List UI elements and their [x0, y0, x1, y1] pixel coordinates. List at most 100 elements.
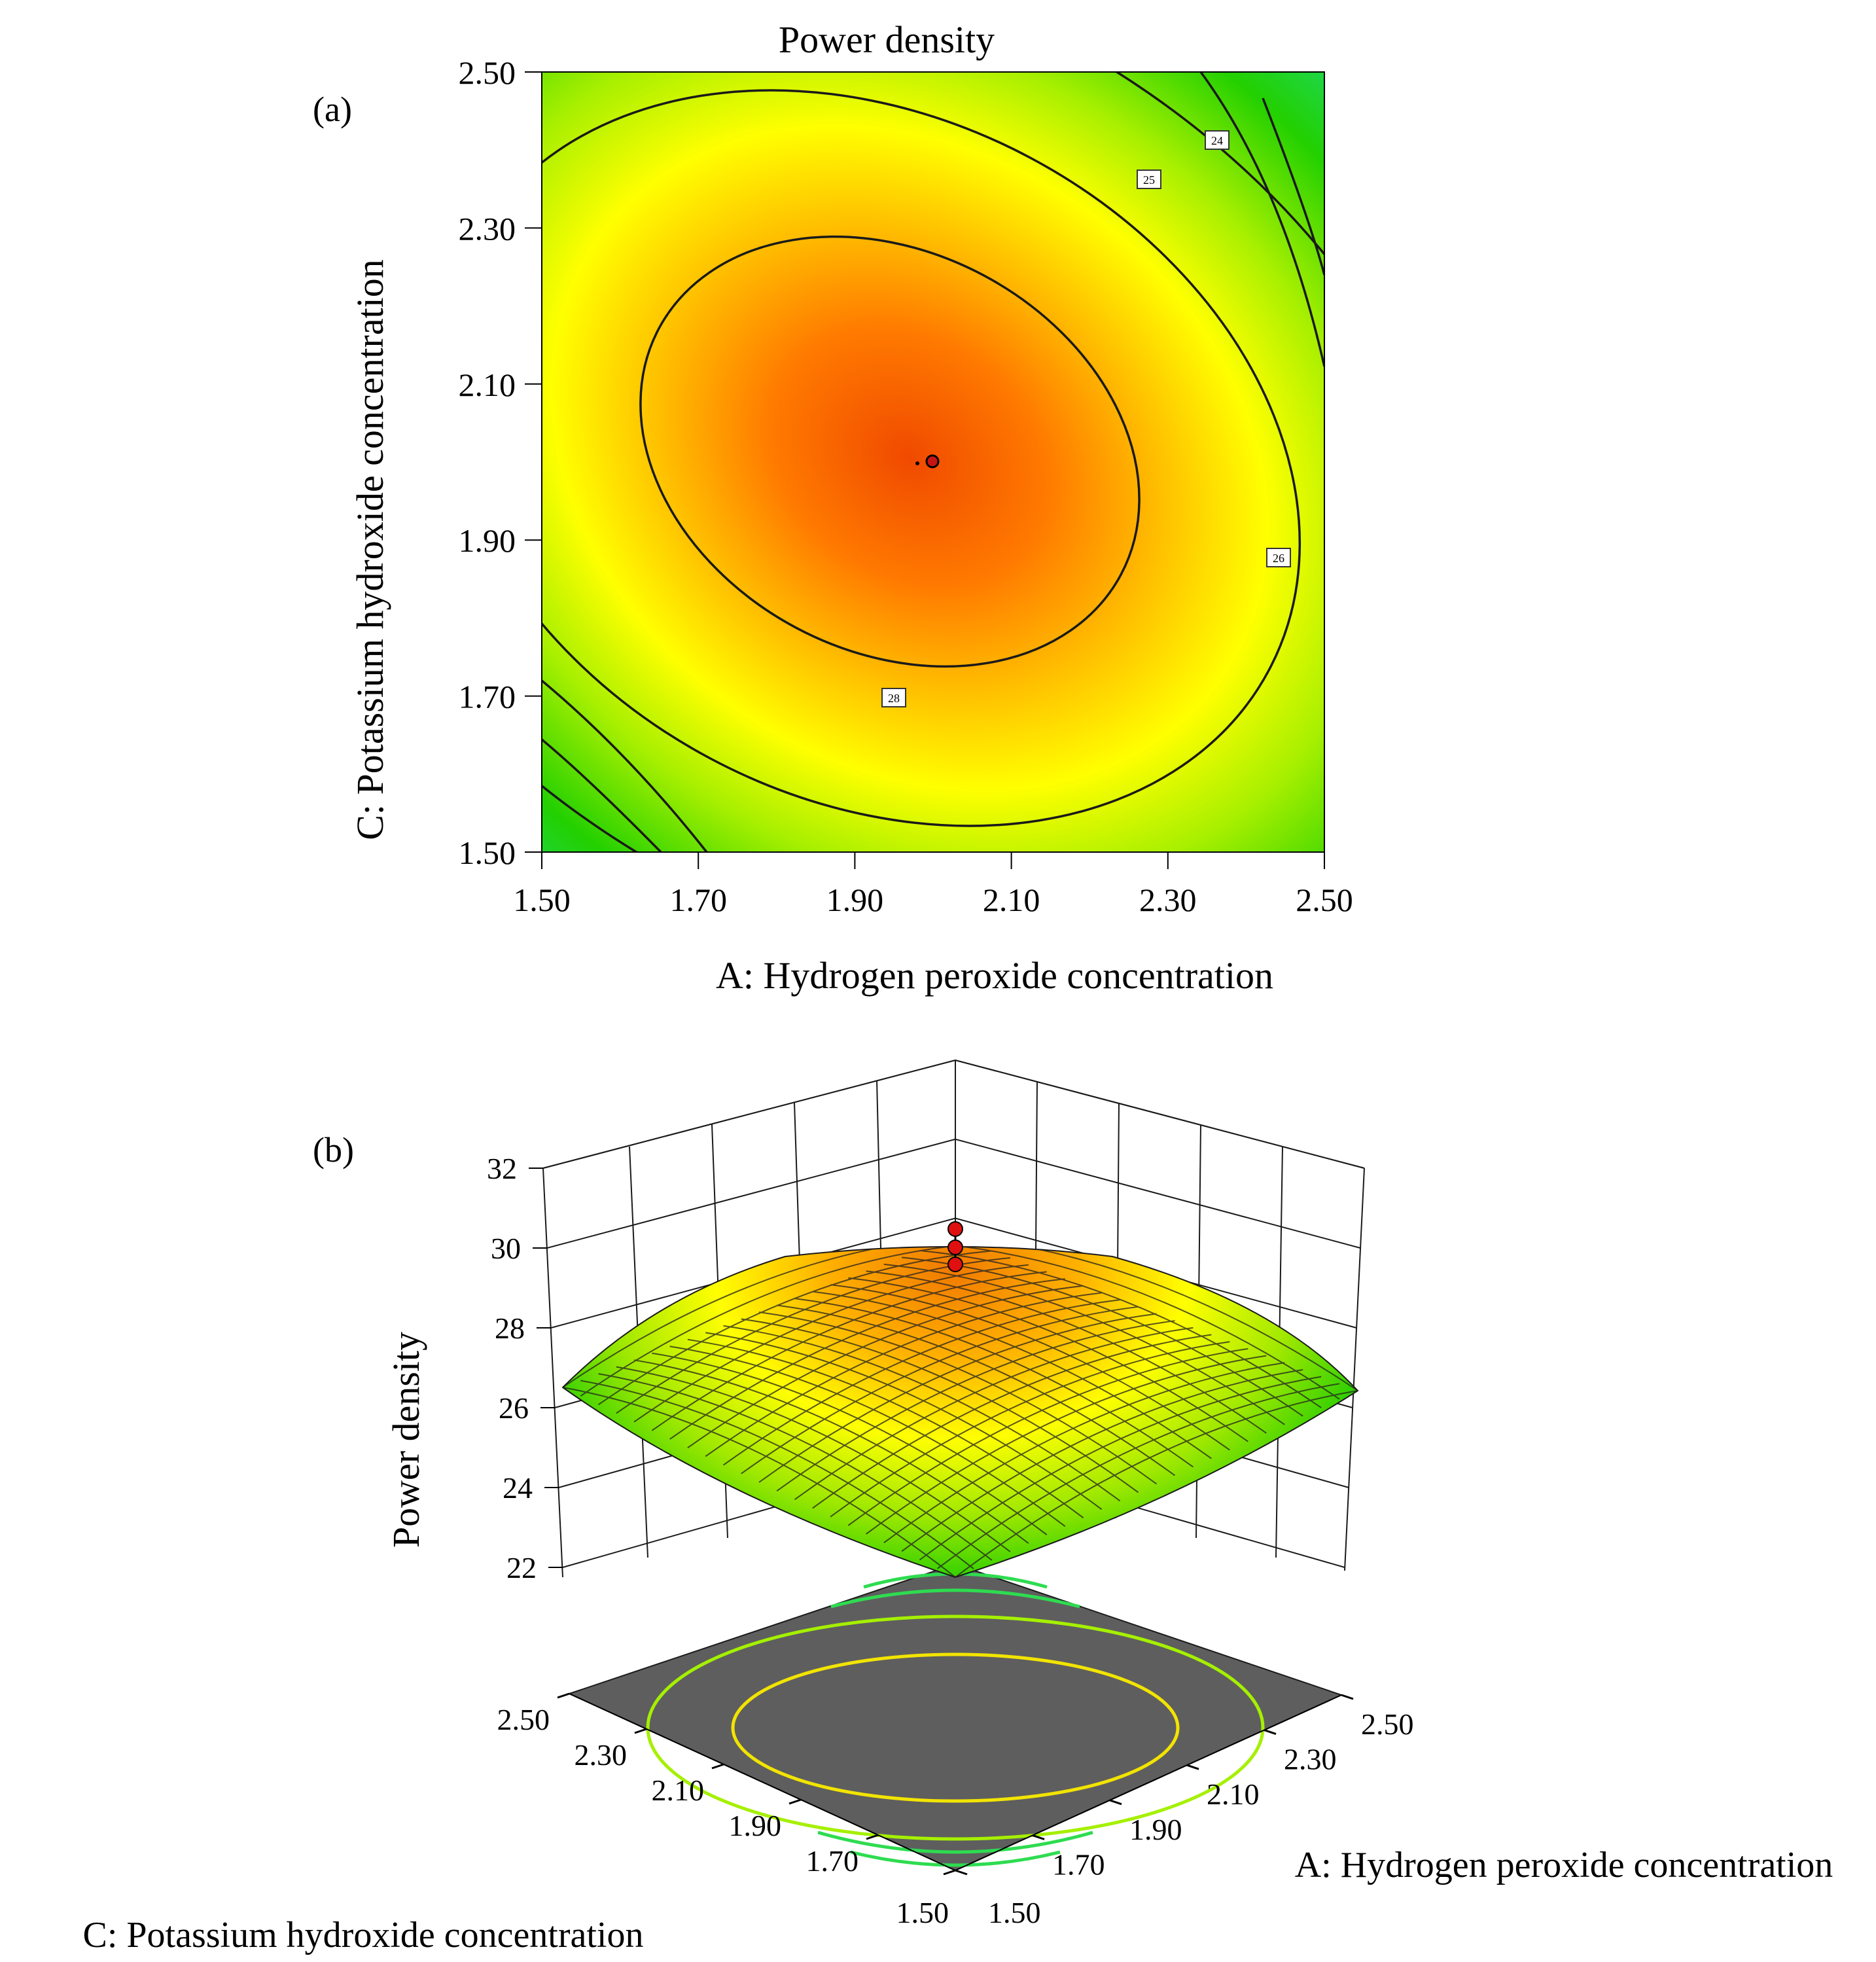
- surface-c-tick-label: 2.10: [652, 1774, 705, 1807]
- surface-mesh-line: [883, 1362, 1285, 1544]
- contour-line-24-lower: [542, 738, 662, 852]
- surface-a-tick-label: 2.50: [1361, 1707, 1414, 1741]
- surface-mesh-line: [669, 1346, 1066, 1527]
- contour-line-26: [542, 89, 1301, 827]
- contour-x-label: A: Hydrogen peroxide concentration: [716, 954, 1273, 997]
- surface-mesh-line: [633, 1359, 1029, 1544]
- surface-a-tick-label: 1.90: [1129, 1813, 1182, 1846]
- svg-text:26: 26: [1273, 552, 1284, 565]
- surface-z-gridline: [546, 1138, 1361, 1249]
- surface-z-tick-label: 24: [503, 1471, 533, 1505]
- surface-mesh-line: [563, 1247, 956, 1388]
- surface-mesh-line: [705, 1332, 1103, 1510]
- contour-line-24-upper: [1262, 98, 1324, 276]
- surface-mesh-line: [633, 1264, 1029, 1423]
- contour-line-28: [639, 235, 1141, 668]
- surface-c-tick: [788, 1798, 802, 1805]
- surface-mesh-line: [901, 1368, 1303, 1552]
- surface-mesh-line: [651, 1271, 1047, 1431]
- contour-y-tick-label: 1.90: [459, 522, 516, 559]
- contour-line-25-upper: [1199, 72, 1324, 367]
- surface-c-tick: [711, 1763, 724, 1770]
- surface-mesh-line: [955, 1390, 1358, 1577]
- surface-z-tick-label: 26: [499, 1391, 529, 1425]
- panel-b: (b): [83, 1059, 1833, 1955]
- surface-c-tick: [866, 1834, 879, 1840]
- surface-z-label: Power density: [385, 1332, 427, 1548]
- surface-a-tick: [1264, 1729, 1277, 1736]
- surface-mesh-line: [937, 1247, 1340, 1400]
- surface-mesh-line: [741, 1306, 1139, 1474]
- surface-a-label: A: Hydrogen peroxide concentration: [1295, 1845, 1833, 1885]
- surface-z-ticks: 22 24 26 28 30 32: [487, 1152, 563, 1584]
- surface-c-tick: [557, 1692, 570, 1699]
- contour-y-tick-label: 1.50: [459, 834, 516, 871]
- svg-text:25: 25: [1143, 173, 1155, 187]
- surface-a-tick: [1341, 1694, 1354, 1700]
- surface-mesh-line: [722, 1299, 1120, 1466]
- surface-z-tick-label: 30: [491, 1232, 521, 1265]
- surface-mesh-line: [794, 1298, 1194, 1468]
- panel-a: Power density (a) 28 26 25: [313, 18, 1353, 997]
- design-point: [947, 1240, 963, 1255]
- contour-y-label: C: Potassium hydroxide concentration: [349, 259, 391, 840]
- surface-mesh-line: [848, 1277, 1248, 1442]
- contour-y-ticks: 1.50 1.70 1.90 2.10 2.30 2.50: [459, 54, 542, 871]
- optimum-point: [925, 454, 940, 469]
- surface-a-ticks: 1.50 1.70 1.90 2.10 2.30 2.50: [955, 1694, 1414, 1929]
- contour-x-tick-label: 2.30: [1139, 882, 1197, 918]
- surface-floor: [567, 1563, 1343, 1872]
- svg-text:24: 24: [1211, 134, 1223, 147]
- surface-z-gridline: [542, 1059, 1365, 1169]
- contour-x-ticks: 1.50 1.70 1.90 2.10 2.30 2.50: [513, 852, 1353, 918]
- surface-mesh-line: [812, 1334, 1212, 1509]
- surface-c-ticks: 1.50 1.70 1.90 2.10 2.30 2.50: [497, 1692, 956, 1929]
- surface-mesh-line: [758, 1313, 1157, 1483]
- contour-frame: [541, 71, 1325, 853]
- surface-c-tick-label: 2.50: [497, 1703, 550, 1736]
- surface-mesh-line: [580, 1247, 974, 1397]
- surface-mesh-line: [597, 1250, 993, 1406]
- contour-line-25: [542, 72, 1324, 852]
- surface-a-tick: [1032, 1834, 1045, 1840]
- contour-x-tick-label: 2.10: [983, 882, 1040, 918]
- contour-line-25-lower: [542, 679, 708, 852]
- contour-y-tick-label: 2.50: [459, 54, 516, 91]
- surface-mesh-line: [955, 1247, 1358, 1391]
- contour-x-tick-label: 1.50: [513, 882, 571, 918]
- surface-c-tick: [943, 1869, 956, 1876]
- contour-x-tick-label: 1.90: [826, 882, 884, 918]
- contour-lines: [542, 72, 1324, 852]
- surface-mesh-line: [847, 1347, 1248, 1526]
- surface-a-tick-label: 1.50: [988, 1896, 1041, 1929]
- surface-mesh-line: [580, 1380, 974, 1569]
- surface-mesh-line: [919, 1249, 1322, 1408]
- contour-level-labels: 28 26 25 24: [881, 130, 1291, 707]
- surface-mesh-line: [652, 1352, 1048, 1536]
- contour-label-24: 24: [1205, 130, 1230, 150]
- panel-a-label: (a): [313, 90, 352, 129]
- surface-mesh-line: [830, 1341, 1230, 1518]
- surface-mesh-line: [812, 1291, 1212, 1459]
- contour-x-tick-label: 2.50: [1296, 882, 1353, 918]
- surface-z-gridline: [550, 1217, 1357, 1329]
- surface-c-label: C: Potassium hydroxide concentration: [83, 1915, 644, 1955]
- surface-c-tick: [634, 1728, 647, 1734]
- surface-a-tick: [1109, 1799, 1122, 1806]
- contour-label-25: 25: [1137, 169, 1161, 189]
- surface-mesh-line: [866, 1355, 1267, 1535]
- surface-mesh-line: [563, 1387, 956, 1577]
- surface-c-tick-label: 1.50: [896, 1896, 949, 1929]
- contour-label-28: 28: [881, 688, 906, 707]
- contour-y-tick-label: 2.30: [459, 210, 516, 247]
- surface-z-tick-label: 32: [487, 1152, 517, 1185]
- surface-a-tick-label: 2.30: [1284, 1743, 1337, 1776]
- surface-c-tick-label: 1.70: [806, 1844, 859, 1878]
- surface-a-tick-label: 1.70: [1052, 1847, 1105, 1881]
- contour-y-tick-label: 1.70: [459, 679, 516, 715]
- contour-label-26: 26: [1266, 548, 1291, 567]
- surface-mesh-line: [616, 1366, 1011, 1552]
- surface-mesh-line: [687, 1338, 1084, 1519]
- surface-c-tick-label: 1.90: [729, 1809, 782, 1842]
- surface-z-tick-label: 22: [506, 1551, 537, 1584]
